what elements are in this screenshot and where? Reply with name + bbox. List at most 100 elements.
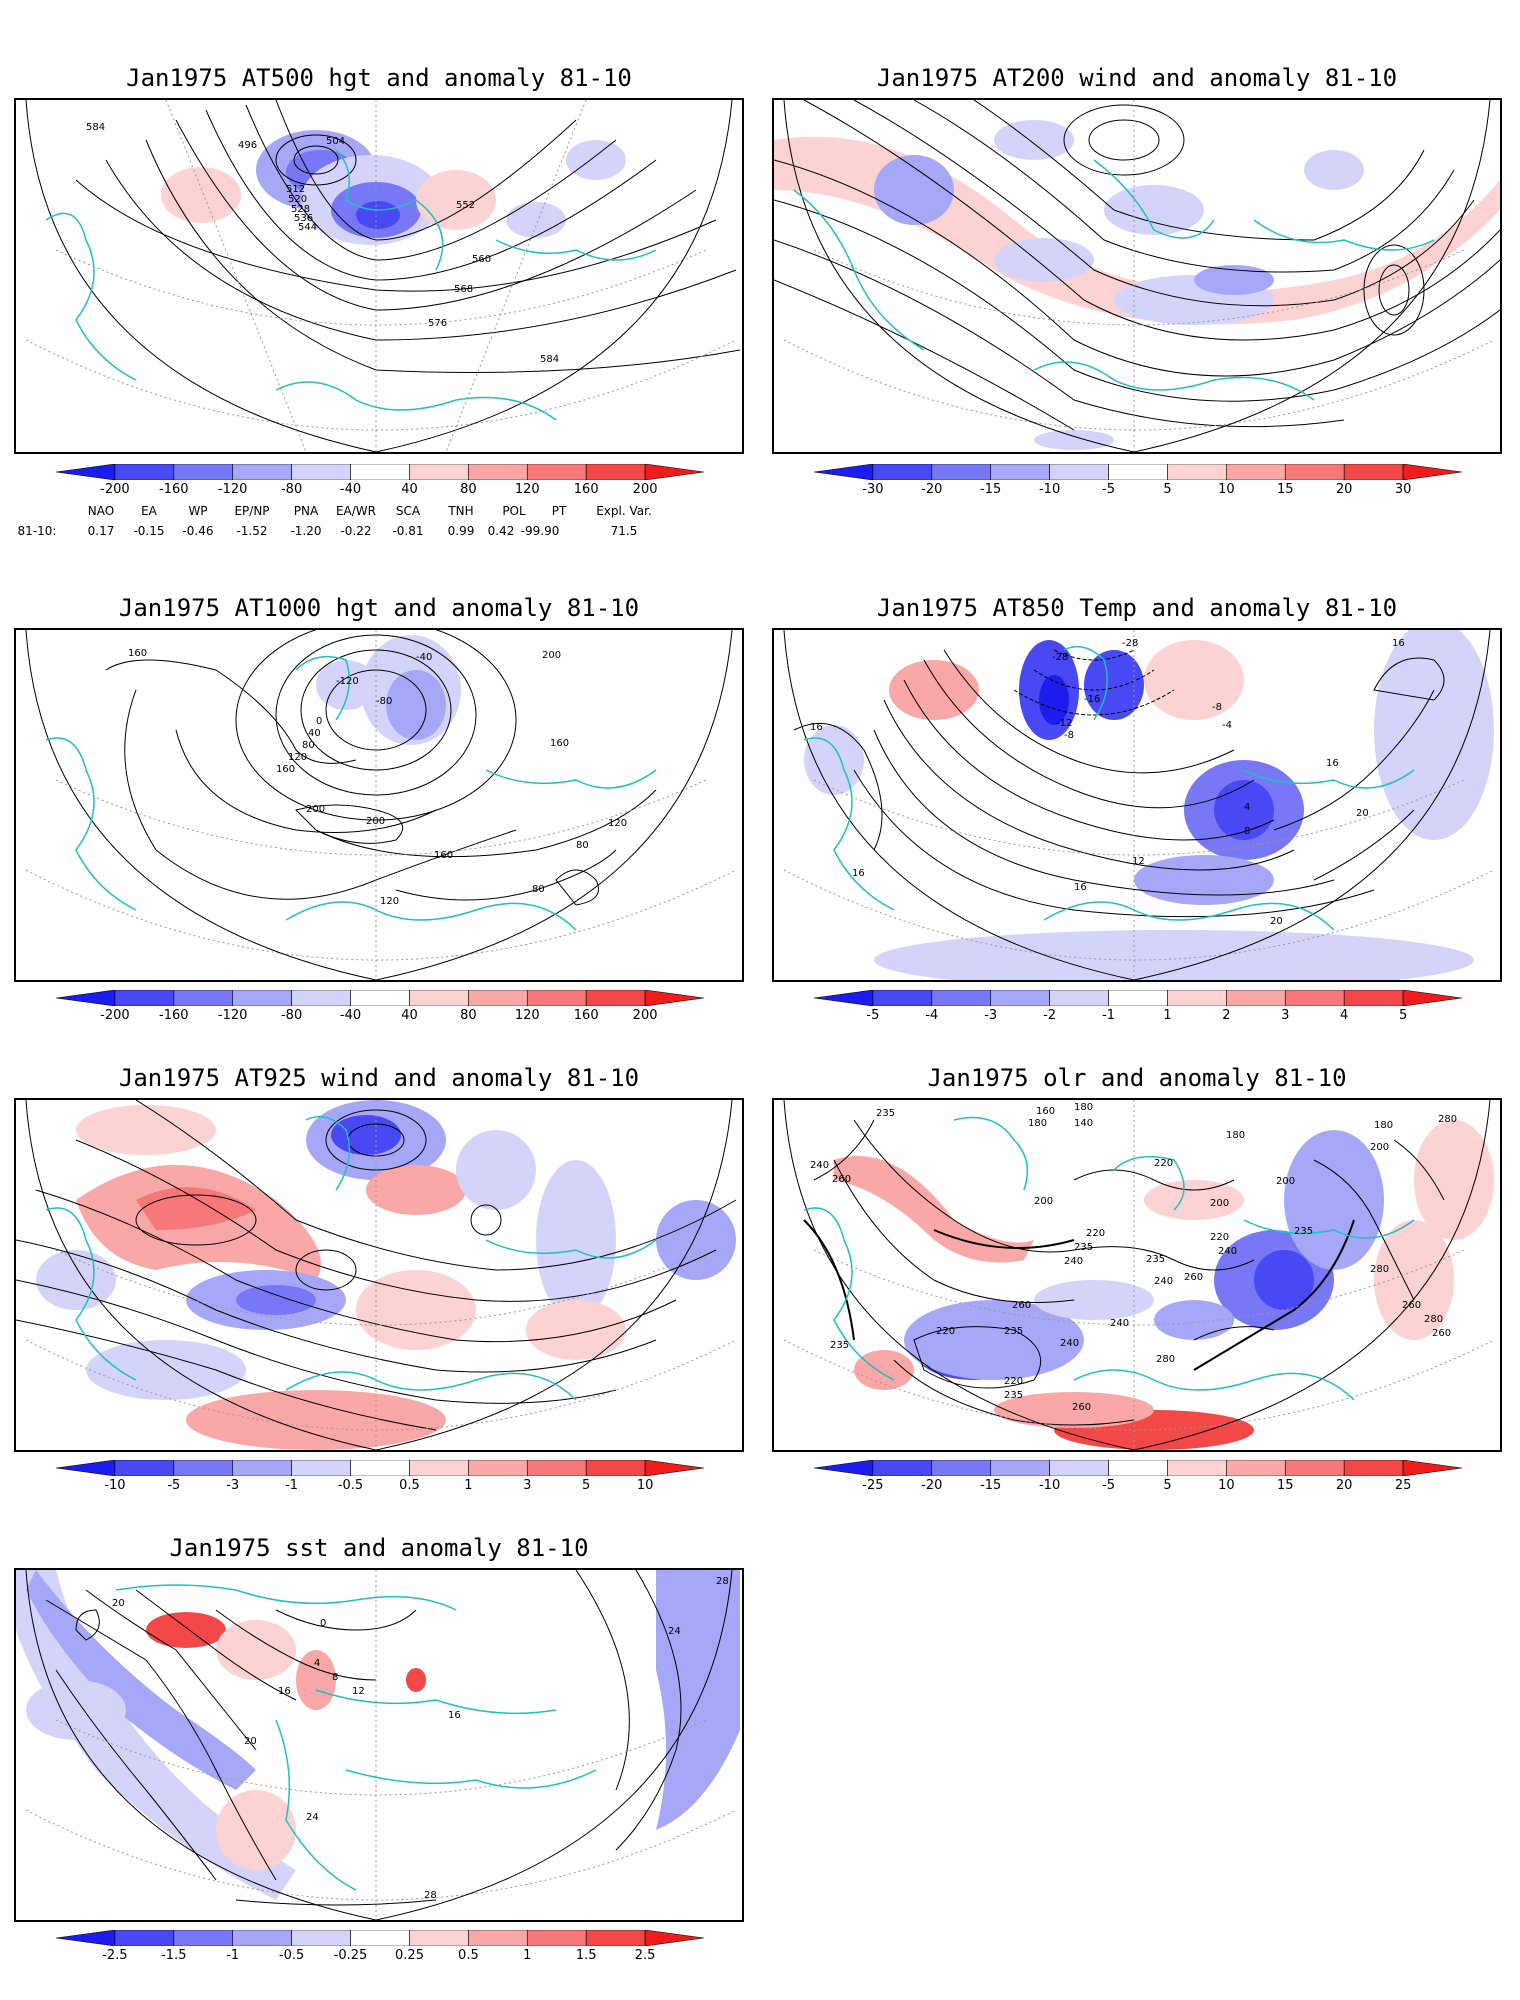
coastlines — [45, 149, 657, 421]
colorbar-ticks: -30 -20 -15 -10 -5 5 10 15 20 30 — [814, 482, 1462, 502]
anomaly-shading — [161, 130, 626, 245]
colorbar-tick: -15 — [980, 1478, 1002, 1493]
colorbar-tick: -3 — [226, 1478, 240, 1493]
colorbar — [56, 1460, 704, 1476]
contour-label: -120 — [336, 676, 359, 687]
colorbar-tick: -30 — [862, 482, 884, 497]
contour-label: 584 — [540, 354, 559, 365]
colorbar-tick: -10 — [1038, 1478, 1061, 1493]
colorbar-tick: 160 — [573, 482, 599, 497]
contour-label: 160 — [276, 764, 295, 775]
colorbar-tick: 3 — [523, 1478, 532, 1493]
colorbar-tick: 1 — [523, 1948, 532, 1963]
coastlines — [803, 1116, 1415, 1401]
contour-label: 160 — [128, 648, 147, 659]
colorbar-tick: 5 — [1163, 1478, 1172, 1493]
colorbar-segment — [468, 990, 528, 1006]
colorbar-segment — [1284, 990, 1345, 1006]
colorbar-tick: 10 — [1218, 1478, 1235, 1493]
coastlines — [803, 645, 1415, 931]
colorbar-segment — [173, 1460, 234, 1476]
contour-label: 4 — [1244, 802, 1250, 813]
colorbar — [814, 464, 1462, 480]
colorbar-tick: 1 — [1163, 1008, 1172, 1023]
contour-label: -8 — [1064, 730, 1074, 741]
contour-label: 16 — [852, 868, 865, 879]
contour-label: 24 — [306, 1812, 319, 1823]
colorbar-tick: -5 — [167, 1478, 181, 1493]
colorbar-segment — [526, 464, 587, 480]
contour-label: 200 — [306, 804, 325, 815]
contour-label: 80 — [576, 840, 589, 851]
colorbar-segment — [56, 1460, 116, 1476]
contour-label: 160 — [550, 738, 569, 749]
contour-label: 536 — [294, 213, 313, 224]
colorbar-tick: 80 — [460, 482, 477, 497]
contour-label: 160 — [434, 850, 453, 861]
colorbar-ticks: -200 -160 -120 -80 -40 40 80 120 160 200 — [56, 1008, 704, 1028]
contour-label: 12 — [1132, 856, 1145, 867]
colorbar-tick: 80 — [460, 1008, 477, 1023]
colorbar-segment — [931, 464, 992, 480]
contour-label: 260 — [1402, 1300, 1421, 1311]
hemisphere-map: 584 496 504 512 520 528 536 544 552 560 … — [25, 100, 741, 452]
teleconnection-header: NAO EA WP EP/NP PNA EA/WR SCA TNH POL PT… — [56, 504, 704, 520]
contour-labels: 584 496 504 512 520 528 536 544 552 560 … — [86, 122, 559, 365]
contour-label: 20 — [1356, 808, 1369, 819]
coastlines — [45, 655, 657, 931]
colorbar-segment — [585, 1930, 646, 1946]
contour-label: 8 — [332, 1672, 338, 1683]
contour-label: 200 — [1210, 1198, 1229, 1209]
colorbar-segment — [350, 464, 410, 480]
colorbar-tick: 0.25 — [395, 1948, 424, 1963]
colorbar-ticks: -5 -4 -3 -2 -1 1 2 3 4 5 — [814, 1008, 1462, 1028]
colorbar-segment — [56, 1930, 116, 1946]
colorbar-tick: 2.5 — [634, 1948, 656, 1963]
colorbar-tick: 5 — [1163, 482, 1172, 497]
map-frame: 20 28 0 4 8 12 16 16 20 24 24 28 — [14, 1568, 744, 1922]
panel-at925: Jan1975 AT925 wind and anomaly 81-10 — [14, 1060, 744, 1500]
contour-labels: 235 180 160 180 140 180 280 240 260 180 … — [810, 1102, 1457, 1413]
colorbar-segment — [468, 1460, 528, 1476]
contour-label: -40 — [416, 652, 432, 663]
colorbar-tick: 5 — [1398, 1008, 1408, 1023]
contour-label: 504 — [326, 136, 345, 147]
colorbar-segment — [1108, 990, 1168, 1006]
colorbar-segment — [644, 464, 704, 480]
colorbar-segment — [1167, 464, 1227, 480]
contour-label: 80 — [532, 884, 545, 895]
contour-labels: -28 -28 -16 -12 -8 -8 -4 16 16 16 4 8 12… — [810, 638, 1405, 927]
index-value: -0.15 — [133, 524, 165, 538]
colorbar-tick: -160 — [159, 482, 189, 497]
colorbar-tick: 20 — [1335, 482, 1353, 497]
colorbar-tick: -40 — [339, 1008, 362, 1023]
colorbar-segment — [114, 1930, 175, 1946]
contour-label: 24 — [668, 1626, 681, 1637]
index-label: EA — [141, 504, 157, 518]
contour-label: 235 — [1146, 1254, 1165, 1265]
colorbar — [56, 464, 704, 480]
colorbar-segment — [526, 990, 587, 1006]
colorbar-tick: 15 — [1277, 1478, 1294, 1493]
contour-label: 200 — [542, 650, 561, 661]
hemisphere-boundary — [783, 630, 1491, 980]
colorbar-tick: -1 — [226, 1948, 240, 1963]
colorbar-tick: -0.25 — [333, 1948, 368, 1963]
colorbar-tick: 30 — [1394, 482, 1412, 497]
hemisphere-map — [16, 1100, 737, 1450]
panel-title: Jan1975 AT850 Temp and anomaly 81-10 — [876, 594, 1398, 622]
streamlines — [16, 1100, 737, 1431]
colorbar-segment — [931, 1460, 992, 1476]
anomaly-shading — [36, 1100, 736, 1450]
colorbar-segment — [1049, 464, 1109, 480]
colorbar-tick: 4 — [1340, 1008, 1349, 1023]
colorbar-segment — [1167, 990, 1227, 1006]
colorbar-segment — [232, 1460, 292, 1476]
colorbar-tick: -10 — [104, 1478, 126, 1493]
colorbar-tick: -200 — [100, 482, 130, 497]
panel-at200: Jan1975 AT200 wind and anomaly 81-10 — [772, 60, 1502, 510]
index-value: 0.99 — [447, 524, 475, 538]
contour-label: 235 — [1294, 1226, 1313, 1237]
colorbar-segment — [1049, 990, 1109, 1006]
index-value: -1.20 — [290, 524, 322, 538]
